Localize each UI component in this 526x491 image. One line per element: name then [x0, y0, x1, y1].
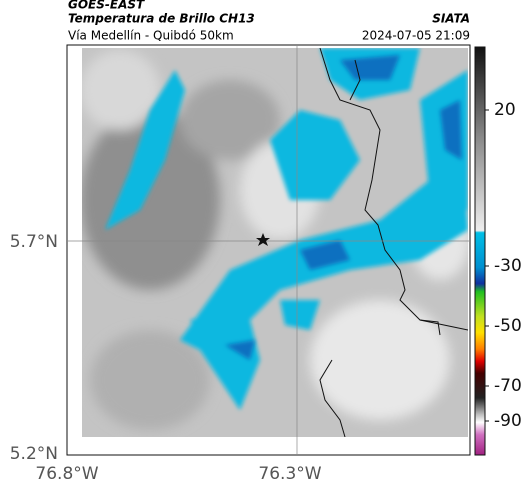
colorbar-tick-label: -50 [494, 316, 522, 336]
lon-label: 76.8°W [35, 464, 98, 484]
satellite-image [82, 48, 468, 437]
colorbar-tick-label: -70 [494, 376, 522, 396]
location-star [256, 233, 270, 246]
agency: SIATA [432, 12, 470, 26]
route: Vía Medellín - Quibdó 50km [68, 29, 234, 43]
datetime: 2024-07-05 21:09 [362, 29, 470, 43]
product: Temperatura de Brillo CH13 [68, 12, 255, 26]
lat-label: 5.2°N [10, 444, 58, 464]
lon-label: 76.3°W [258, 464, 321, 484]
source: GOES-EAST [68, 0, 145, 12]
lat-label: 5.7°N [10, 232, 58, 252]
colorbar-tick-label: -90 [494, 411, 522, 431]
map-frame [66, 44, 471, 456]
colorbar [474, 46, 486, 456]
colorbar-tick-label: -30 [494, 256, 522, 276]
colorbar-ticks: 20 -30 -50 -70 -90 [485, 100, 522, 431]
colorbar-tick-label: 20 [494, 100, 516, 120]
